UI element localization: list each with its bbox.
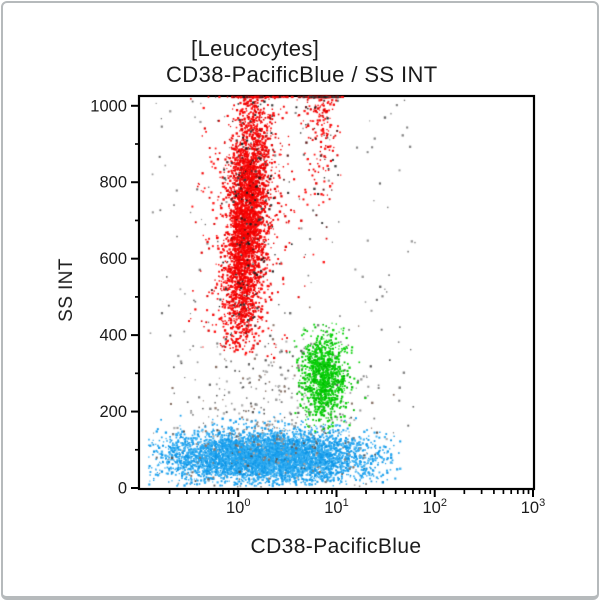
plot-title: [Leucocytes] [191, 36, 320, 61]
y-axis-label: SS INT [56, 258, 77, 322]
plot-subtitle: CD38-PacificBlue / SS INT [166, 62, 438, 87]
x-axis-label: CD38-PacificBlue [250, 535, 422, 558]
